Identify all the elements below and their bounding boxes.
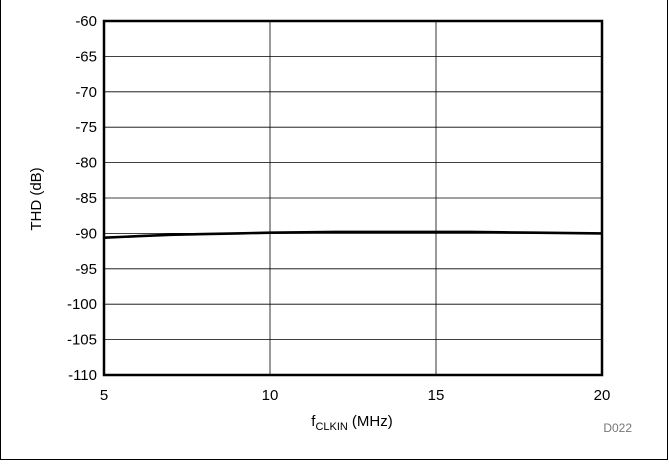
plot-frame-layer: [102, 19, 604, 377]
y-tick-label: -110: [68, 367, 97, 384]
x-axis-label-subscript: CLKIN: [315, 421, 347, 433]
y-tick-labels: -60 -65 -70 -75 -80 -85 -90 -95 -100 -105 -110: [67, 13, 97, 384]
y-tick-label: -65: [75, 48, 97, 65]
x-axis-label-unit: (MHz): [352, 413, 393, 430]
plot-area-border: [102, 19, 604, 377]
x-tick-labels: 5 10 15 20: [100, 387, 611, 404]
figure-code: D022: [603, 421, 632, 435]
x-tick-label: 20: [594, 387, 611, 404]
x-tick-label: 15: [428, 387, 445, 404]
y-tick-label: -75: [75, 119, 97, 136]
y-tick-label: -100: [67, 296, 97, 313]
y-tick-label: -105: [67, 332, 97, 349]
series-layer: [103, 230, 603, 239]
series-line-0: [103, 230, 603, 239]
y-axis-label: THD (dB): [28, 167, 45, 230]
x-tick-label: 10: [262, 387, 279, 404]
grid-layer: [103, 20, 603, 376]
y-tick-label: -60: [75, 13, 97, 30]
y-tick-label: -90: [75, 225, 97, 242]
y-tick-label: -70: [75, 84, 97, 101]
x-axis-label: fCLKIN (MHz): [311, 413, 392, 433]
y-tick-label: -85: [75, 190, 97, 207]
y-tick-label: -95: [75, 261, 97, 278]
y-tick-label: -80: [75, 155, 97, 172]
x-tick-label: 5: [100, 387, 108, 404]
x-axis-label-main: f: [311, 413, 316, 430]
